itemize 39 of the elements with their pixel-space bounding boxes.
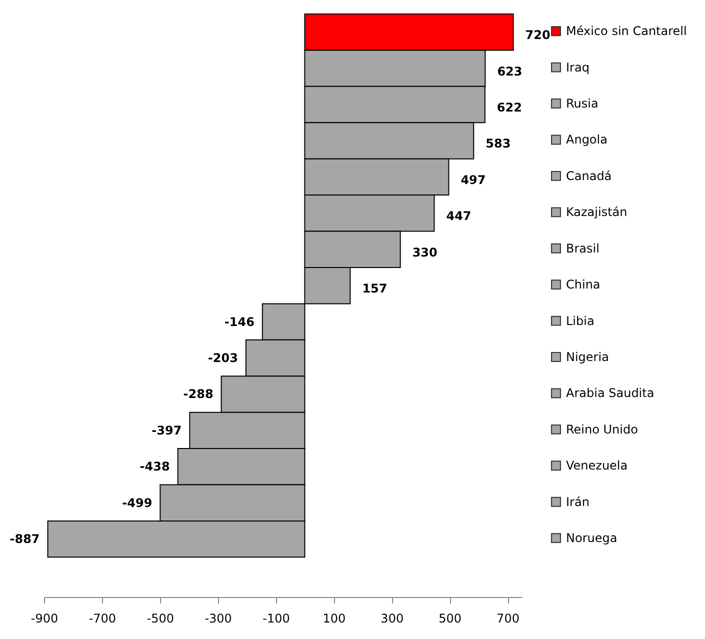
data-label: 720	[525, 28, 550, 42]
x-tick-label: -300	[204, 612, 232, 626]
y-tick-label: Angola	[566, 132, 608, 147]
y-tick-label: Venezuela	[566, 458, 628, 473]
x-tick-label: 100	[322, 612, 346, 626]
y-tick-label: Irán	[566, 494, 590, 509]
data-label: -397	[152, 423, 182, 438]
x-tick-label: 300	[380, 612, 404, 626]
data-label: 330	[412, 245, 438, 260]
y-tick-label: Brasil	[566, 241, 600, 256]
data-label: -146	[224, 314, 254, 329]
y-tick-label: Nigeria	[566, 350, 609, 364]
data-label: -203	[208, 351, 238, 366]
y-tick-label: México sin Cantarell	[566, 24, 687, 38]
y-tick-label: Iraq	[566, 60, 590, 74]
x-tick-label: -900	[30, 612, 58, 626]
x-tick-label: 500	[438, 612, 462, 626]
y-tick-label: China	[566, 278, 600, 292]
y-tick-label: Kazajistán	[566, 205, 628, 220]
x-tick-label: -700	[88, 612, 116, 626]
y-tick-label: Noruega	[566, 531, 618, 546]
data-label: 583	[486, 136, 511, 151]
data-label: 622	[496, 100, 522, 115]
y-tick-label: Canadá	[566, 168, 612, 183]
data-label: 157	[362, 282, 388, 296]
data-label: -438	[140, 460, 170, 474]
data-label: -288	[183, 387, 214, 402]
x-tick-label: -100	[262, 612, 290, 626]
y-tick-label: Rusia	[566, 96, 598, 111]
x-tick-label: -500	[146, 612, 174, 626]
data-label: 497	[460, 172, 486, 187]
data-label: 447	[446, 209, 472, 224]
data-label: 623	[497, 64, 522, 78]
x-tick-label: 700	[496, 612, 520, 626]
y-tick-label: Arabia Saudita	[566, 386, 654, 400]
y-tick-label: Libia	[566, 314, 594, 328]
y-tick-label: Reino Unido	[566, 422, 638, 436]
data-label: -499	[122, 496, 152, 510]
data-label: -887	[10, 532, 40, 546]
